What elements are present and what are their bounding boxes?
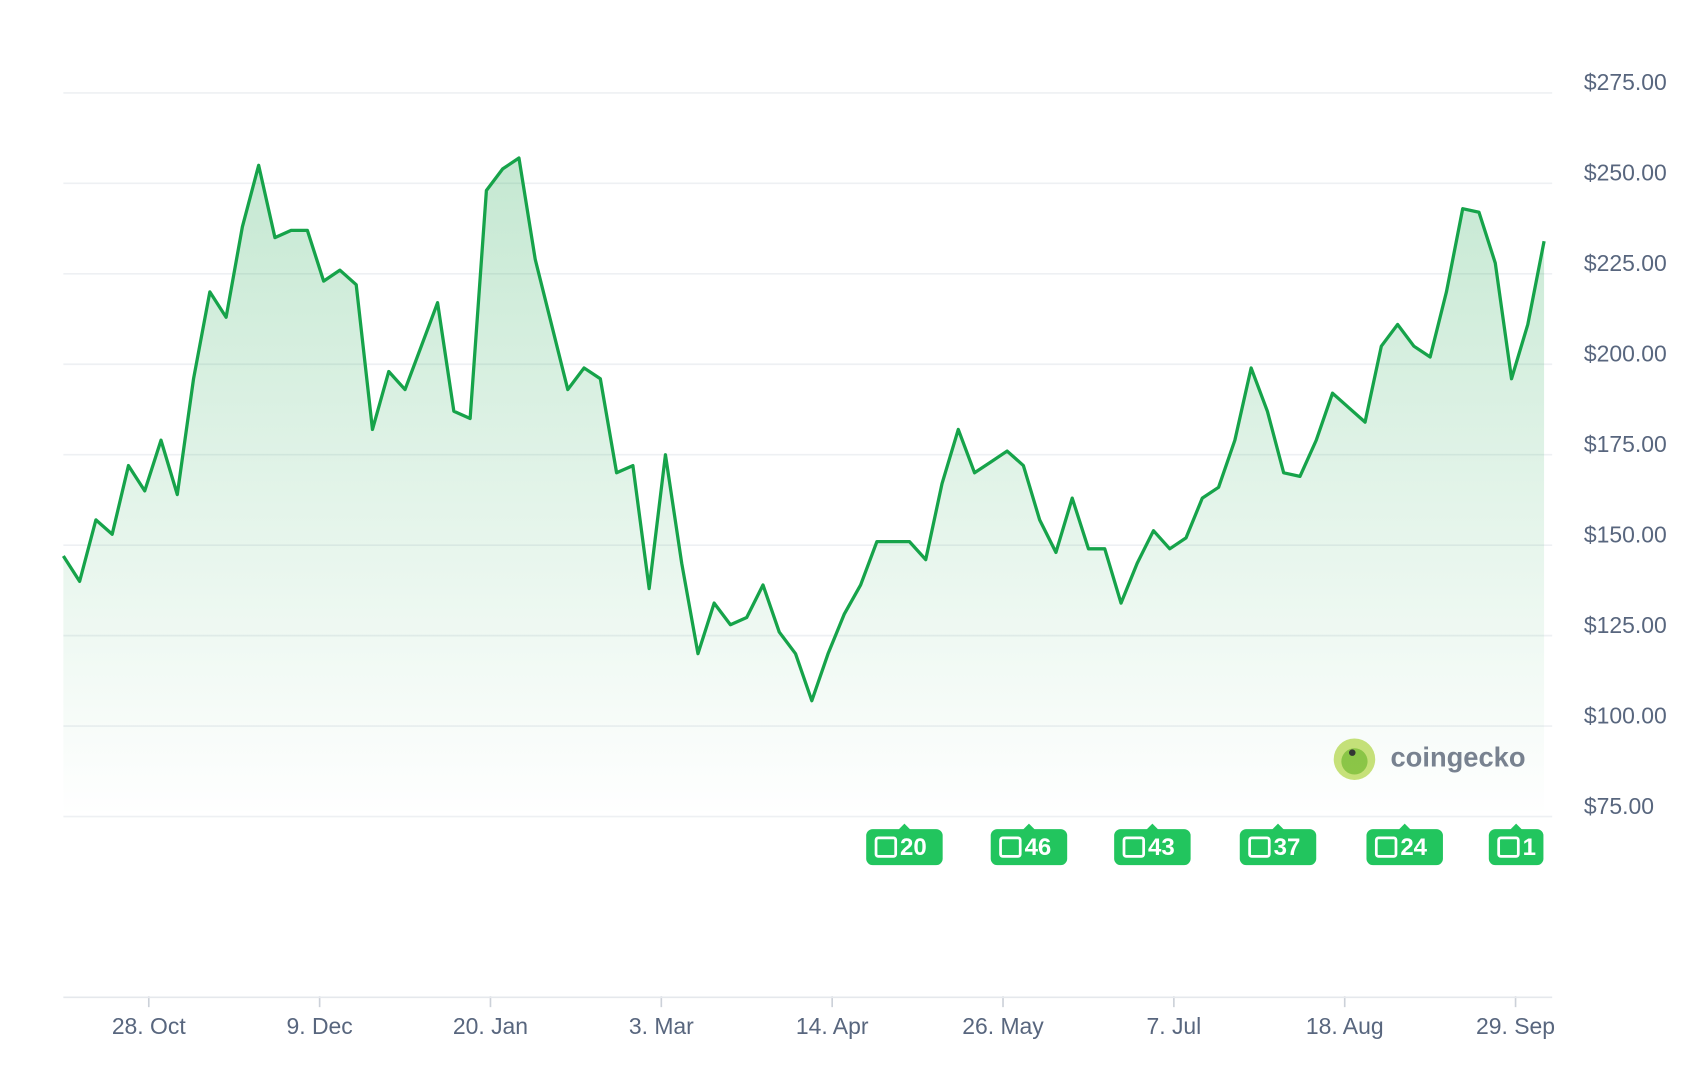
x-tick-label: 14. Apr <box>796 1013 869 1039</box>
news-icon <box>874 836 898 858</box>
news-icon <box>1374 836 1398 858</box>
price-line <box>61 156 1546 703</box>
news-badge[interactable]: 46 <box>990 823 1068 866</box>
y-tick-label: $200.00 <box>1584 341 1667 367</box>
news-icon <box>999 836 1022 858</box>
x-tick-label: 26. May <box>962 1013 1044 1039</box>
y-tick-label: $175.00 <box>1584 431 1667 457</box>
badge-pointer <box>1398 823 1412 831</box>
news-badge[interactable]: 43 <box>1114 823 1191 866</box>
badge-pointer <box>1022 823 1036 831</box>
y-tick-label: $275.00 <box>1584 69 1667 95</box>
badge-pointer <box>1509 823 1523 831</box>
x-tick-label: 20. Jan <box>453 1013 528 1039</box>
badge-count: 37 <box>1274 834 1301 861</box>
x-tick-label: 9. Dec <box>287 1013 353 1039</box>
news-badge[interactable]: 37 <box>1239 823 1317 866</box>
y-tick-label: $250.00 <box>1584 160 1667 186</box>
news-badge[interactable]: 20 <box>866 823 943 866</box>
x-tick-label: 7. Jul <box>1146 1013 1201 1039</box>
badge-count: 46 <box>1025 834 1052 861</box>
x-tick-label: 18. Aug <box>1306 1013 1384 1039</box>
news-icon <box>1497 836 1520 858</box>
y-tick-label: $100.00 <box>1584 702 1667 728</box>
badge-count: 24 <box>1400 834 1427 861</box>
badge-pointer <box>1271 823 1285 831</box>
news-icon <box>1248 836 1271 858</box>
badge-count: 43 <box>1148 834 1175 861</box>
y-tick-label: $125.00 <box>1584 612 1667 638</box>
badge-count: 20 <box>900 834 927 861</box>
x-tick-label: 29. Sep <box>1476 1013 1555 1039</box>
badge-count: 1 <box>1523 834 1536 861</box>
news-icon <box>1122 836 1146 858</box>
x-tick-label: 28. Oct <box>112 1013 187 1039</box>
y-tick-label: $150.00 <box>1584 521 1667 547</box>
badge-pointer <box>1145 823 1159 831</box>
y-tick-label: $225.00 <box>1584 250 1667 276</box>
news-badge[interactable]: 24 <box>1366 823 1443 866</box>
y-tick-label: $75.00 <box>1584 793 1654 819</box>
badge-pointer <box>897 823 911 831</box>
x-tick-label: 3. Mar <box>629 1013 694 1039</box>
area <box>63 157 1545 817</box>
news-badge[interactable]: 1 <box>1488 823 1544 866</box>
